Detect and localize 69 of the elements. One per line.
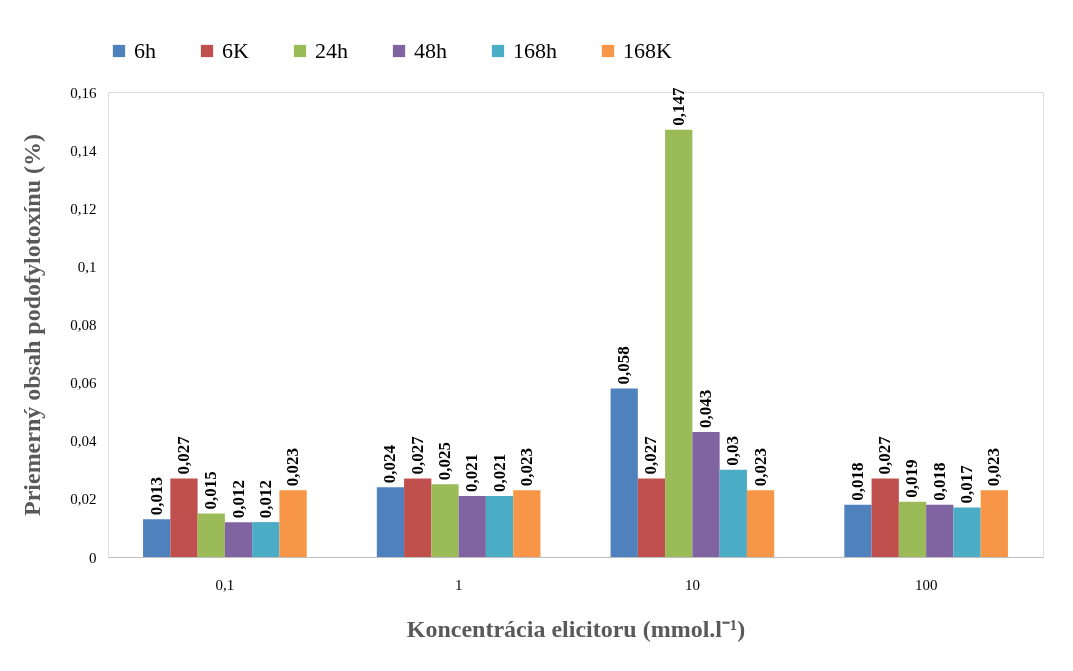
bar [458,495,486,557]
x-tick-label: 10 [684,576,700,593]
bar [170,478,198,557]
bar [665,129,693,557]
y-axis-title: Priemerný obsah podofylotoxínu (%) [19,133,46,517]
y-tick-label: 0,1 [77,258,97,275]
legend-label: 168h [513,38,557,63]
data-label: 0,027 [173,435,193,475]
bar [692,432,720,557]
bar [980,490,1008,557]
data-label: 0,058 [614,346,634,385]
data-label: 0,013 [146,476,166,516]
bar [252,522,280,557]
x-tick-label: 1 [454,576,463,593]
bar [719,469,747,557]
bar [926,504,954,557]
y-tick-label: 0 [89,549,97,566]
data-label: 0,027 [875,435,895,475]
bar [143,519,171,557]
bar [376,487,405,557]
data-label: 0,023 [984,447,1004,487]
y-tick-label: 0,02 [70,491,97,508]
legend-label: 168K [623,38,672,63]
data-label: 0,043 [696,389,716,429]
bar [197,513,225,557]
legend-label: 48h [414,38,447,63]
bar [953,507,981,557]
legend-label: 6h [134,38,156,63]
bar [844,504,872,557]
data-label: 0,027 [641,435,661,475]
y-tick-label: 0,04 [70,433,97,450]
data-label: 0,012 [255,479,275,519]
bar [746,490,775,557]
x-tick-label: 100 [914,576,938,593]
y-tick-label: 0,14 [70,142,97,159]
bar [898,501,927,557]
bar [485,495,514,557]
data-label: 0,024 [380,444,400,484]
data-label: 0,021 [462,453,482,492]
data-label: 0,012 [228,479,248,519]
bar [279,490,307,557]
data-label: 0,015 [201,471,221,510]
data-label: 0,023 [516,447,536,487]
bar [871,478,899,557]
legend-label: 24h [315,38,348,63]
bar [431,484,459,557]
legend-label: 6K [222,38,249,63]
bar [224,522,253,557]
y-tick-label: 0,08 [70,317,97,333]
data-label: 0,023 [283,447,303,487]
x-axis-title: Koncentrácia elicitoru (mmol.l⁻¹) [406,615,746,642]
data-label: 0,03 [723,436,743,466]
bar [610,388,638,557]
bar [637,478,666,557]
y-tick-label: 0,06 [70,375,97,392]
data-label: 0,023 [750,447,770,487]
data-label: 0,025 [434,442,454,481]
x-tick-label: 0,1 [215,576,235,593]
data-label: 0,017 [957,464,977,504]
data-label: 0,018 [847,462,867,501]
data-label: 0,147 [668,87,688,126]
y-tick-label: 0,12 [70,200,97,217]
data-label: 0,021 [489,453,509,492]
data-label: 0,018 [929,462,949,501]
bar [513,490,541,557]
y-tick-label: 0,16 [70,84,97,101]
data-label: 0,027 [407,435,427,475]
bar [404,478,432,557]
data-label: 0,019 [902,459,922,498]
